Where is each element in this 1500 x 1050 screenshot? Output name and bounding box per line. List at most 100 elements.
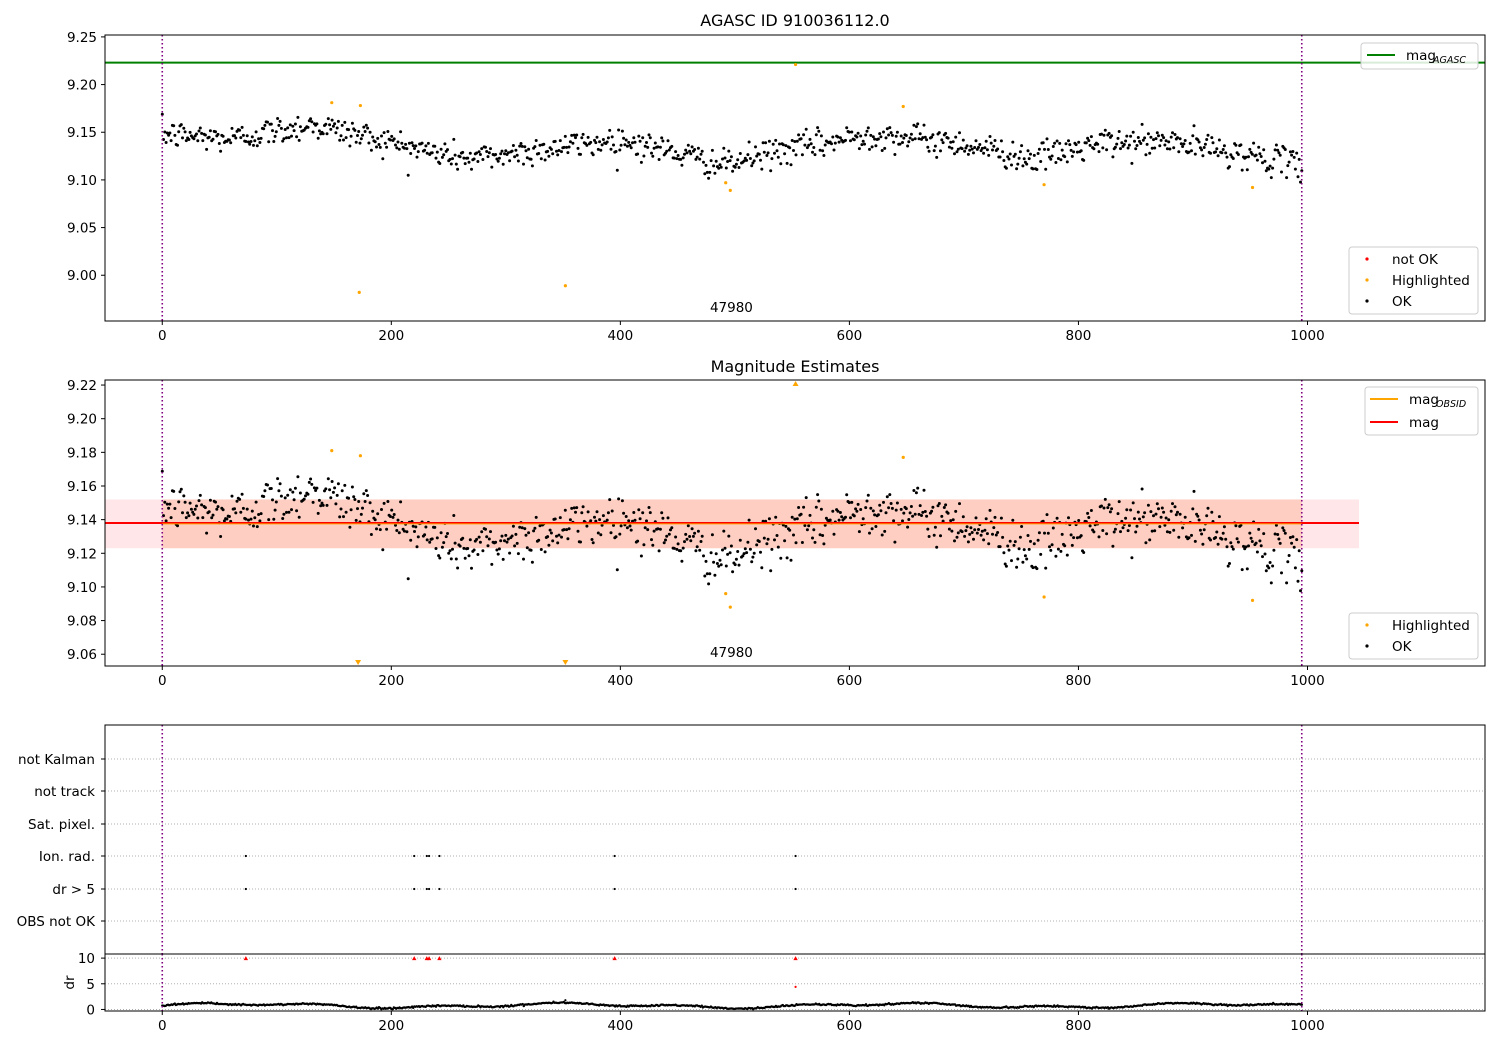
ok-point (1100, 504, 1103, 508)
ok-point (266, 120, 269, 124)
ok-point (373, 140, 377, 144)
ok-point (487, 151, 491, 155)
ok-point (596, 147, 600, 151)
ok-point (1089, 509, 1093, 512)
ok-point (343, 483, 347, 487)
ok-point (414, 144, 418, 148)
ok-point (342, 515, 345, 519)
ok-point (857, 530, 861, 534)
ok-point (353, 128, 357, 132)
ok-point (254, 130, 258, 134)
ok-point (1291, 535, 1295, 539)
ok-point (1225, 155, 1229, 159)
flag-point (427, 854, 431, 858)
ok-point (1124, 516, 1128, 520)
ok-point (728, 551, 732, 555)
ok-point (316, 511, 320, 515)
y-tick-label: 5 (86, 977, 95, 993)
ok-point (207, 135, 211, 139)
ok-point (380, 134, 383, 138)
ok-point (911, 138, 915, 142)
ok-point (1039, 160, 1043, 163)
ok-point (500, 149, 504, 153)
ok-point (241, 506, 245, 510)
ok-point (1115, 142, 1119, 146)
ok-point (211, 513, 215, 517)
ok-point (996, 147, 1000, 151)
ok-point (1231, 157, 1235, 160)
ok-point (712, 164, 716, 168)
ok-point (173, 133, 177, 137)
ok-point (1248, 147, 1252, 151)
ok-point (980, 146, 984, 150)
ok-point (892, 140, 896, 144)
ok-point (674, 535, 678, 539)
ok-point (1221, 531, 1225, 535)
x-tick-label: 600 (837, 1018, 863, 1034)
ok-point (615, 168, 619, 172)
ok-point (486, 155, 490, 159)
ok-point (207, 510, 211, 514)
ok-point (477, 535, 481, 539)
ok-point (1143, 511, 1147, 515)
ok-point (955, 535, 959, 539)
ok-point (546, 535, 550, 539)
ok-point (705, 170, 709, 174)
ok-point (1178, 512, 1182, 516)
ok-point (285, 136, 288, 140)
ok-point (689, 539, 693, 543)
ok-point (857, 147, 861, 151)
ok-point (263, 489, 267, 493)
ok-point (165, 502, 169, 506)
ok-point (1206, 133, 1210, 137)
ok-point (1055, 516, 1059, 520)
ok-point (1297, 549, 1301, 553)
ok-point (850, 500, 854, 504)
ok-point (811, 150, 814, 154)
ok-point (534, 515, 538, 519)
ok-point (1295, 151, 1299, 155)
ok-point (425, 151, 429, 155)
ok-point (276, 117, 280, 120)
ok-point (879, 135, 883, 139)
ok-point (1110, 134, 1114, 138)
dr-point (1300, 1003, 1304, 1006)
ok-point (476, 160, 480, 163)
ok-point (537, 538, 541, 542)
ok-point (1255, 550, 1259, 554)
ok-point (845, 493, 849, 497)
ok-point (975, 531, 979, 535)
ok-point (1051, 145, 1055, 148)
ok-point (1235, 537, 1239, 541)
ok-point (183, 500, 187, 504)
ok-point (354, 140, 358, 144)
ok-point (1053, 141, 1057, 145)
ok-point (894, 508, 898, 512)
ok-point (1217, 138, 1221, 142)
ok-point (250, 135, 254, 139)
ok-point (324, 487, 328, 491)
ok-point (792, 533, 795, 537)
ok-point (909, 132, 913, 136)
ok-point (1105, 148, 1109, 152)
ok-point (568, 518, 572, 522)
ok-point (1209, 151, 1212, 155)
ok-point (1176, 136, 1179, 140)
ok-point (392, 513, 396, 516)
ok-point (876, 137, 880, 141)
ok-point (1035, 567, 1039, 571)
ok-point (497, 547, 501, 551)
ok-point (352, 495, 356, 499)
ok-point (708, 572, 712, 576)
ok-point (907, 518, 911, 521)
ok-point (818, 148, 822, 152)
ok-point (330, 480, 334, 483)
highlighted-point (724, 592, 728, 596)
ok-point (691, 534, 695, 538)
ok-point (274, 500, 278, 504)
ok-point (513, 155, 517, 159)
ok-point (865, 129, 869, 133)
ok-point (553, 139, 557, 143)
ok-point (745, 158, 749, 162)
